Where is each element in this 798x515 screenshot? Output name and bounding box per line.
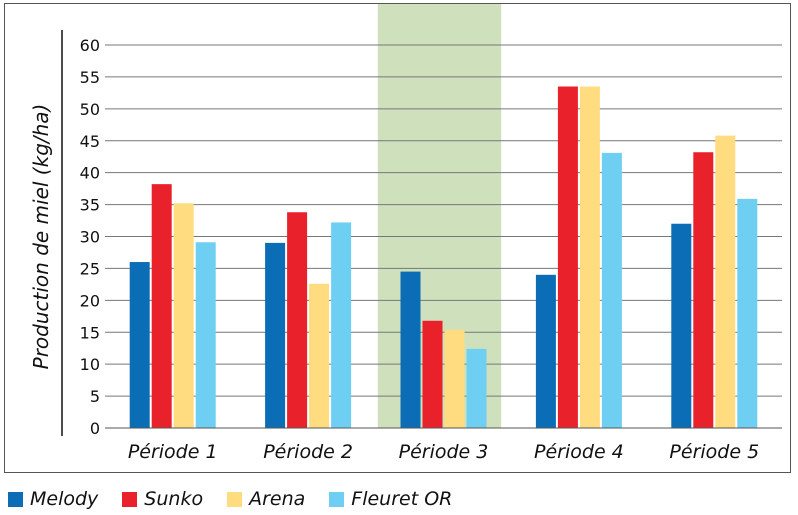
y-tick-label: 60 xyxy=(80,36,100,55)
y-tick-label: 30 xyxy=(80,228,100,247)
legend-swatch xyxy=(329,491,345,507)
bar xyxy=(400,271,421,428)
bar xyxy=(331,222,352,428)
bar-chart: 0 5 10 15 20 25 30 35 40 45 50 55 60 Période 1 Période… xyxy=(29,4,782,463)
y-tick-label: 10 xyxy=(80,355,100,374)
legend-swatch xyxy=(8,491,23,507)
bar xyxy=(195,242,216,428)
y-tick-label: 40 xyxy=(80,164,100,183)
y-tick-label: 45 xyxy=(80,132,100,151)
bar xyxy=(466,348,487,428)
legend-item: Fleuret OR xyxy=(329,488,452,510)
x-category-label: Période 5 xyxy=(669,441,759,463)
legend-item: Arena xyxy=(227,488,305,510)
y-tick-label: 0 xyxy=(90,419,100,438)
x-category-label: Période 2 xyxy=(263,441,353,463)
legend-item: Melody xyxy=(8,488,98,510)
y-tick-label: 35 xyxy=(80,196,100,215)
bar xyxy=(265,242,286,428)
legend-label: Sunko xyxy=(144,488,204,510)
y-tick-label: 5 xyxy=(90,387,100,406)
bar xyxy=(535,274,556,428)
bar xyxy=(287,212,308,428)
legend-item: Sunko xyxy=(122,488,203,510)
y-tick-label: 15 xyxy=(80,323,100,342)
legend-swatch xyxy=(227,491,243,507)
bar xyxy=(579,86,600,428)
bar xyxy=(693,152,714,429)
legend-label: Arena xyxy=(249,488,306,510)
y-tick-label: 20 xyxy=(80,291,100,310)
x-category-label: Période 4 xyxy=(534,441,624,463)
bar xyxy=(444,329,465,428)
legend: Melody Sunko Arena Fleuret OR xyxy=(8,486,476,512)
bar xyxy=(557,86,578,428)
y-axis-label: Production de miel (kg/ha) xyxy=(29,104,53,370)
legend-label: Fleuret OR xyxy=(351,488,453,510)
legend-label: Melody xyxy=(30,488,99,510)
bar xyxy=(129,262,150,428)
y-tick-label: 25 xyxy=(80,259,100,278)
bar xyxy=(601,152,622,428)
y-tick-label: 50 xyxy=(80,100,100,119)
x-category-label: Période 1 xyxy=(128,441,218,463)
bar xyxy=(173,203,194,428)
legend-swatch xyxy=(122,491,138,507)
bar xyxy=(309,283,330,428)
bar xyxy=(737,198,758,428)
bar xyxy=(422,320,443,428)
x-category-label: Période 3 xyxy=(399,441,489,463)
bar xyxy=(671,223,692,428)
y-tick-label: 55 xyxy=(80,68,100,87)
bar xyxy=(151,184,172,428)
bar xyxy=(715,135,736,429)
